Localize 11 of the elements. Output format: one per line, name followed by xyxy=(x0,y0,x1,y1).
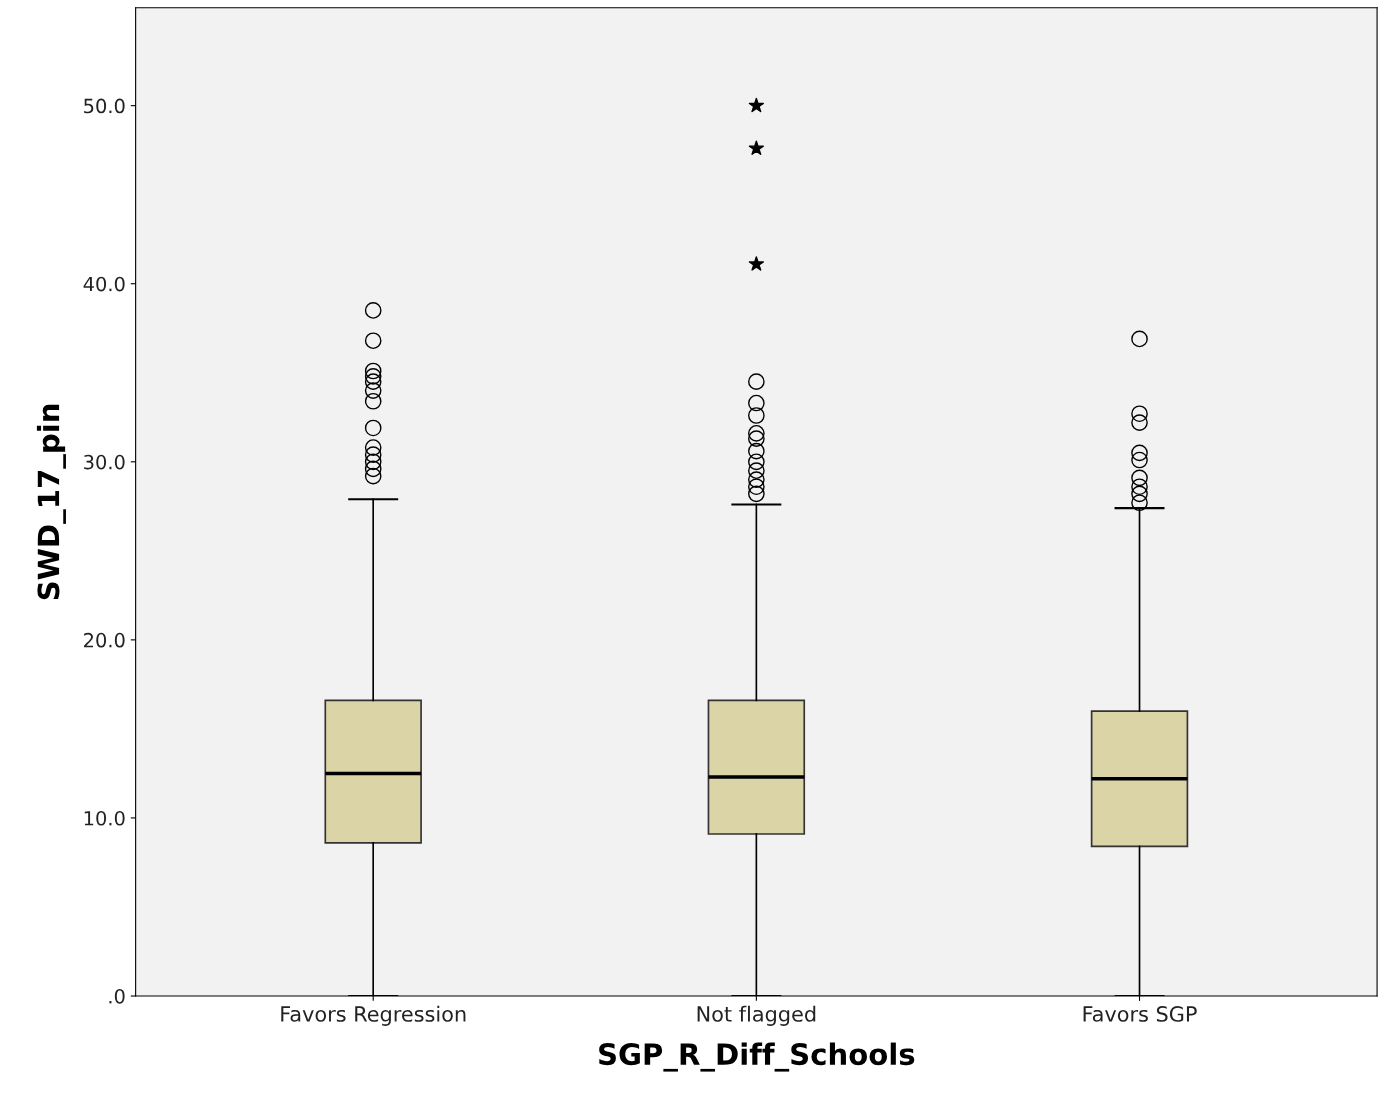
y-tick-label: 40.0 xyxy=(83,276,125,292)
y-tick-label: 50.0 xyxy=(84,98,125,114)
y-tick-label: 10.0 xyxy=(84,810,125,826)
y-tick-label: 30.0 xyxy=(84,454,125,470)
y-tick-label: .0 xyxy=(109,988,125,1004)
y-tick-label: 20.0 xyxy=(84,632,125,648)
x-axis-title: SGP_R_Diff_Schools xyxy=(599,1042,915,1072)
x-tick-label: Favors Regression xyxy=(281,1005,466,1026)
y-axis-title: SWD_17_pin xyxy=(36,404,66,600)
x-tick-label: Favors SGP xyxy=(1083,1006,1197,1022)
x-tick-label: Not flagged xyxy=(697,1005,816,1026)
